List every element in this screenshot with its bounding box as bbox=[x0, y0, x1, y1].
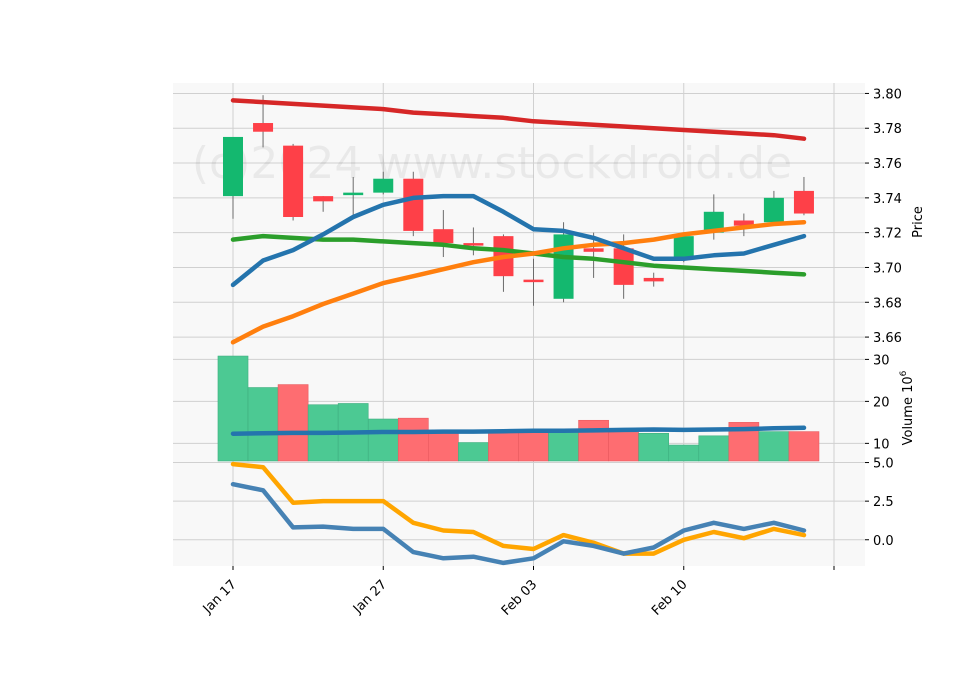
candle-body bbox=[793, 190, 814, 214]
volume-bar bbox=[518, 431, 549, 462]
price-y-tick-label: 3.72 bbox=[873, 227, 902, 242]
candle-body bbox=[703, 211, 724, 233]
candle-body bbox=[613, 248, 634, 285]
volume-bar bbox=[548, 431, 579, 462]
candle-body bbox=[583, 248, 604, 252]
candle-body bbox=[433, 229, 454, 244]
volume-bar bbox=[458, 442, 489, 462]
candle-body bbox=[673, 236, 694, 259]
candle-body bbox=[463, 243, 484, 246]
price-y-tick-label: 3.80 bbox=[873, 87, 902, 102]
candle-body bbox=[343, 192, 364, 196]
candle-body bbox=[553, 234, 574, 299]
volume-bar bbox=[788, 431, 820, 462]
candle-body bbox=[283, 145, 304, 217]
volume-ma-line bbox=[230, 425, 807, 436]
candle-body bbox=[733, 220, 754, 226]
candle-body bbox=[253, 123, 274, 132]
price-y-tick-label: 3.66 bbox=[873, 331, 902, 346]
ma-mid-line bbox=[230, 219, 807, 345]
price-axis-label: Price bbox=[911, 206, 926, 238]
ma-short-line bbox=[230, 193, 807, 288]
ma-long-line bbox=[230, 233, 807, 277]
volume-bar bbox=[578, 419, 609, 462]
volume-y-tick-label: 20 bbox=[873, 395, 890, 410]
volume-label-text: Volume 10 bbox=[901, 376, 916, 445]
volume-bar bbox=[367, 418, 399, 462]
candle-body bbox=[403, 178, 424, 231]
watermark: (c)2024 www.stockdroid.de bbox=[192, 138, 792, 189]
volume-bar bbox=[397, 417, 429, 462]
osc-panel-bg bbox=[173, 461, 865, 566]
price-y-tick-label: 3.74 bbox=[873, 192, 902, 207]
candle-body bbox=[643, 277, 664, 282]
volume-bar bbox=[247, 387, 279, 462]
price-y-tick-label: 3.78 bbox=[873, 122, 902, 137]
candle-body bbox=[313, 196, 334, 202]
candle-body bbox=[763, 197, 784, 223]
oscillator-y-tick-label: 5.0 bbox=[873, 457, 894, 472]
volume-bar bbox=[698, 435, 730, 462]
volume-y-tick-label: 30 bbox=[873, 353, 890, 368]
volume-bar bbox=[277, 384, 309, 462]
price-y-tick-label: 3.68 bbox=[873, 296, 902, 311]
oscillator-main-line bbox=[230, 481, 807, 566]
oscillator-signal-line bbox=[230, 461, 807, 556]
candle-body bbox=[223, 136, 243, 197]
oscillator-y-tick-label: 2.5 bbox=[873, 495, 894, 510]
candle-body bbox=[373, 178, 394, 193]
volume-bar bbox=[668, 444, 700, 462]
price-y-tick-label: 3.70 bbox=[873, 261, 902, 276]
oscillator-y-tick-label: 0.0 bbox=[873, 534, 894, 549]
volume-scale-exponent: 6 bbox=[899, 370, 909, 376]
volume-bar bbox=[428, 432, 459, 462]
volume-bar bbox=[217, 355, 249, 462]
price-y-tick-label: 3.76 bbox=[873, 157, 902, 172]
price-panel-bg bbox=[173, 83, 865, 351]
candle-body bbox=[523, 279, 544, 283]
volume-bar bbox=[488, 431, 519, 462]
volume-bar bbox=[758, 431, 790, 462]
volume-bar bbox=[608, 432, 639, 462]
volume-axis-label: Volume 106 bbox=[899, 370, 916, 445]
trend-line bbox=[230, 98, 807, 141]
volume-bar bbox=[638, 432, 670, 462]
volume-y-tick-label: 10 bbox=[873, 437, 890, 452]
